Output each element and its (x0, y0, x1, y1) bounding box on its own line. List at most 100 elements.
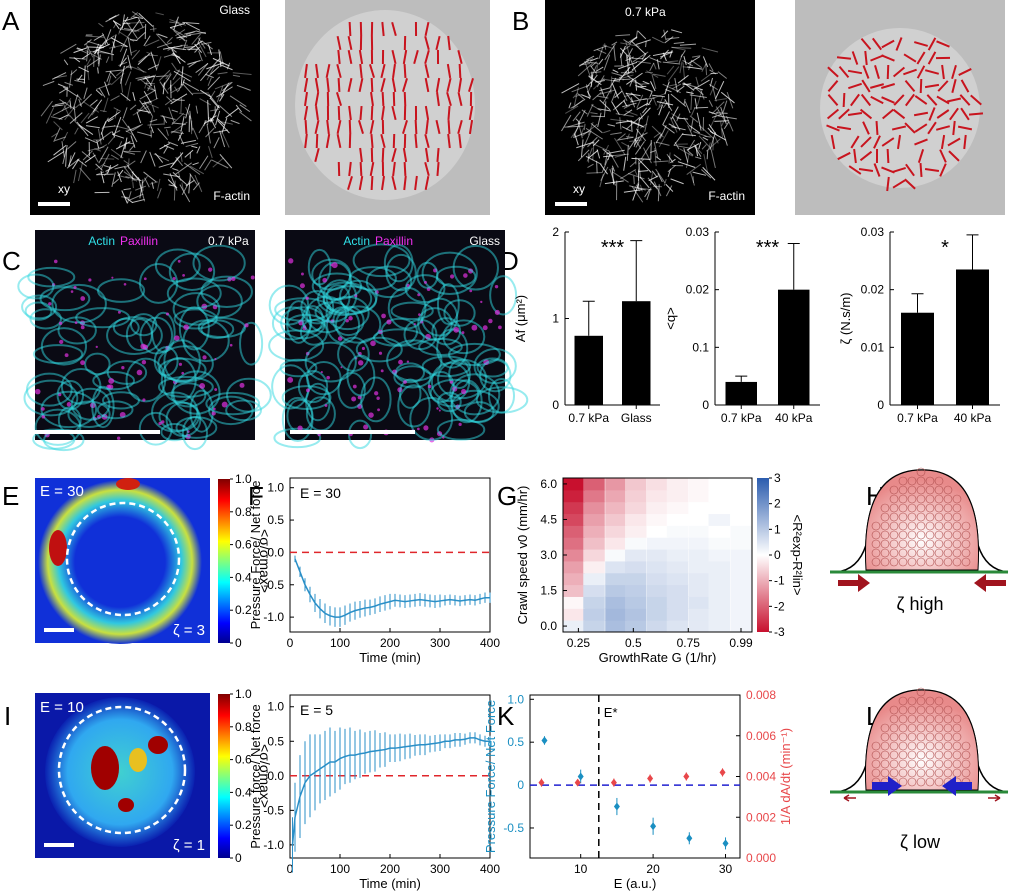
cell (952, 723, 962, 733)
fiber (652, 36, 664, 44)
adhesion (436, 407, 439, 410)
fiber (173, 52, 181, 59)
fiber (236, 84, 251, 91)
y-tick-label: -0.5 (503, 821, 524, 835)
fiber (100, 157, 115, 160)
fiber (665, 36, 680, 40)
bar (901, 312, 934, 405)
fiber (646, 187, 652, 201)
fiber (600, 166, 609, 182)
fiber (107, 118, 114, 123)
fiber (656, 141, 670, 146)
x-tick-label: 0 (287, 636, 294, 650)
fiber (222, 132, 230, 148)
bar (725, 381, 757, 405)
fiber (86, 58, 92, 67)
fiber (620, 169, 637, 180)
adhesion (380, 369, 384, 373)
orientation-bar (959, 94, 971, 106)
fiber (649, 91, 653, 98)
cell (925, 512, 935, 522)
orientation-bar (850, 135, 860, 149)
fiber (670, 106, 679, 120)
orientation-bar (873, 163, 881, 177)
fiber (617, 133, 626, 141)
fiber (143, 82, 155, 85)
fiber (607, 153, 611, 161)
fiber (623, 39, 632, 45)
x-tick-label: 200 (380, 862, 400, 876)
fiber (590, 61, 597, 67)
orientation-bar (913, 111, 929, 117)
fiber (631, 157, 651, 160)
fiber (140, 150, 147, 164)
cell (916, 539, 926, 549)
orientation-bar (963, 134, 967, 150)
orientation-bar (447, 35, 451, 51)
cell (307, 248, 332, 286)
cell (21, 294, 58, 320)
fiber (611, 83, 619, 99)
significance: * (941, 237, 949, 259)
orientation-bar (892, 108, 906, 120)
fiber (73, 105, 77, 121)
orientation-bar (435, 35, 441, 51)
heatmap-cell (605, 525, 627, 538)
fiber (676, 85, 685, 93)
fiber (147, 102, 159, 109)
fiber (644, 188, 651, 198)
fiber (120, 65, 125, 84)
fiber (674, 77, 678, 93)
fiber (83, 39, 92, 46)
fiber (144, 39, 160, 47)
fiber (147, 123, 164, 126)
cell (166, 277, 222, 310)
fiber (662, 124, 675, 134)
fiber (139, 89, 156, 100)
fiber (646, 70, 659, 78)
orientation-bar (848, 82, 862, 90)
fiber (60, 43, 77, 54)
orientation-bar (326, 119, 330, 135)
fiber (143, 171, 157, 183)
fiber (113, 107, 122, 112)
cell (898, 521, 908, 531)
heatmap-cell (688, 525, 711, 538)
fiber (659, 125, 667, 139)
cell (907, 777, 917, 787)
orientation-bar (348, 105, 352, 121)
error-bar (911, 293, 924, 313)
x-tick-label: 400 (480, 862, 500, 876)
fiber (165, 72, 172, 80)
cell (916, 548, 926, 558)
fiber (77, 94, 82, 101)
cell (961, 741, 971, 751)
cell (925, 530, 935, 540)
fiber (98, 22, 104, 28)
fiber (593, 45, 608, 52)
fiber (622, 102, 637, 108)
adhesion (453, 326, 460, 333)
fiber (101, 132, 105, 140)
fiber (128, 19, 141, 36)
orientation-bar (359, 63, 363, 79)
fiber (626, 48, 633, 60)
y-tick-label: 0.000 (746, 851, 776, 865)
y-tick-label: 0.006 (746, 729, 776, 743)
fiber (220, 64, 233, 71)
fiber (124, 137, 128, 150)
y-axis-label: Pressure Force/ Net Force (483, 700, 498, 853)
orientation-bar (916, 51, 926, 65)
fiber (568, 102, 572, 109)
fiber (198, 120, 207, 134)
cell (934, 705, 944, 715)
fiber (581, 94, 591, 99)
fiber (107, 136, 116, 145)
fiber (54, 136, 67, 142)
y-tick-label: 0.03 (686, 225, 710, 239)
fiber (113, 178, 120, 185)
x-tick-label: 0.7 kPa (721, 411, 762, 425)
fiber (120, 143, 126, 159)
y-tick-label: 0.5 (267, 734, 284, 748)
fiber (137, 17, 144, 28)
